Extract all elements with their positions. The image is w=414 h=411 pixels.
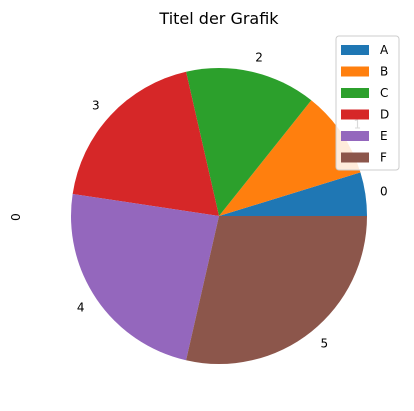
pie-slice-d [72,71,220,217]
pie-slices [70,67,368,364]
chart-title: Titel der Grafik [158,9,279,28]
pie-slice-f [186,216,368,364]
legend-label-e: E [380,129,388,143]
legend-label-b: B [380,65,388,79]
y-axis-label: 0 [9,213,23,221]
slice-label-0: 0 [380,185,388,199]
legend-label-c: C [380,86,388,100]
pie-slice-a [219,172,367,216]
legend-swatch-a [341,45,369,55]
legend-swatch-d [341,109,369,120]
legend-label-d: D [380,108,389,122]
legend-swatch-e [341,131,369,141]
legend-label-f: F [380,151,387,165]
slice-label-2: 2 [255,50,263,64]
slice-label-3: 3 [92,98,100,112]
slice-label-4: 4 [77,301,85,315]
pie-slice-b [219,100,361,216]
legend-swatch-f [341,152,369,163]
legend-label-a: A [380,43,389,57]
pie-slice-c [186,67,312,217]
legend-swatch-c [341,88,369,98]
legend-frame [335,35,400,171]
pie-slice-e [70,193,219,361]
slice-label-5: 5 [321,336,329,350]
legend-swatch-b [341,66,369,77]
